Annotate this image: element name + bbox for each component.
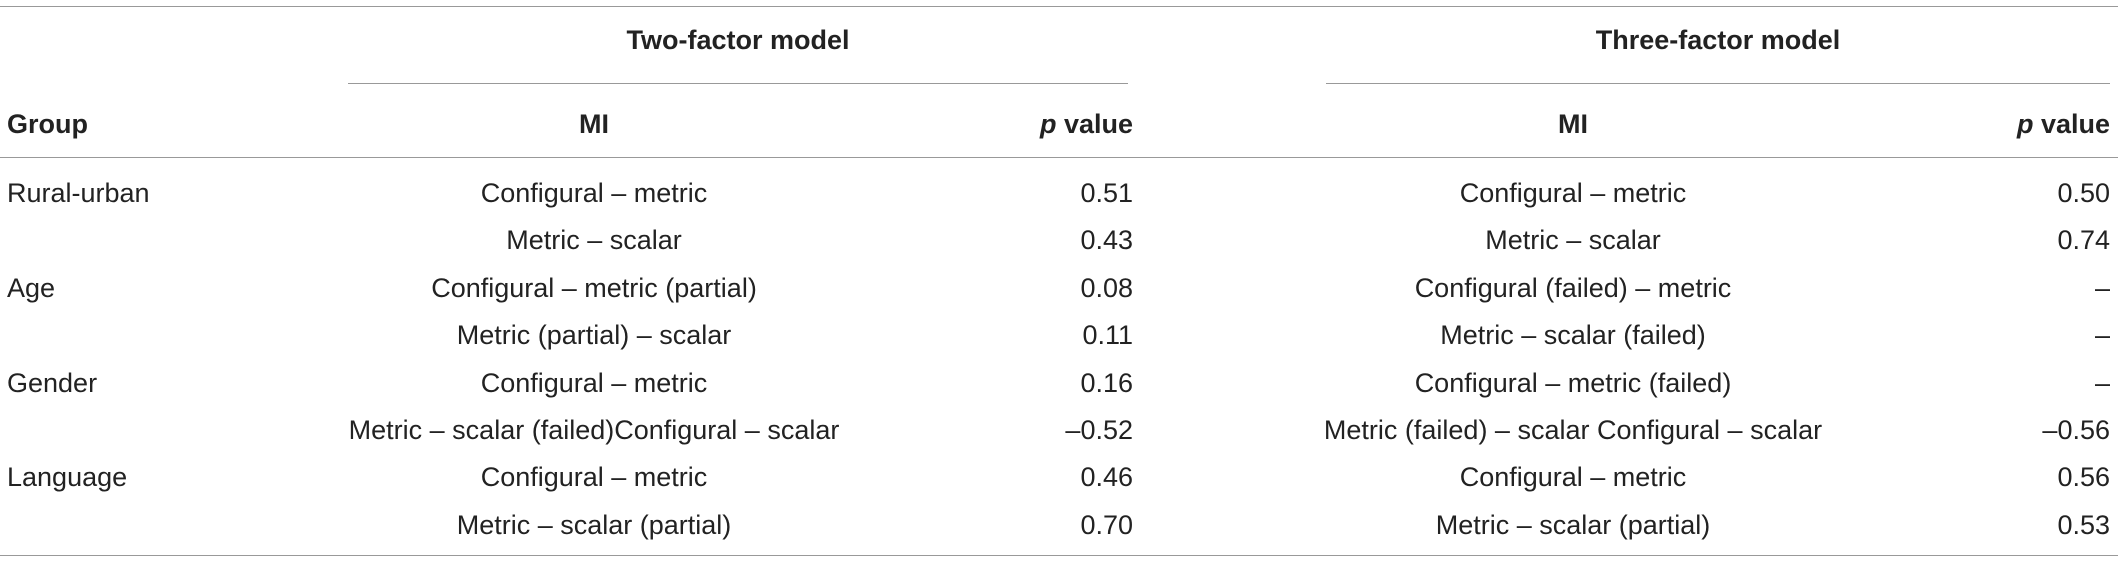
column-group-header: Two-factor model [626, 25, 850, 55]
mi-cell: Configural – metric [480, 178, 708, 208]
mi-cell: Configural (failed) – metric [1414, 272, 1732, 303]
bottom-rule [0, 555, 2118, 556]
column-header-text: p value [2016, 109, 2110, 139]
mi-cell: Configural – metric (failed) [1414, 367, 1732, 398]
mi-cell: Metric – scalar (failed) [1440, 320, 1706, 351]
p-value-cell: 0.56 [2057, 462, 2110, 493]
mi-cell: Metric (partial) – scalar [456, 320, 732, 351]
column-header: MI [579, 109, 609, 139]
mi-cell: Metric (failed) – scalar Configural – sc… [1323, 415, 1823, 445]
p-value-cell: 0.46 [1080, 462, 1133, 493]
mi-cell: Metric – scalar [506, 225, 682, 256]
group-cell: Language [7, 462, 128, 493]
p-value-cell: – [2094, 272, 2110, 303]
mi-cell: Configural – metric [480, 462, 708, 493]
column-header: Group [7, 109, 88, 139]
p-value-cell: 0.53 [2057, 509, 2110, 540]
mi-cell: Configural – metric [480, 367, 708, 398]
column-header: p value [2017, 108, 2110, 140]
group-cell: Age [7, 272, 56, 303]
p-value-cell: 0.74 [2057, 225, 2110, 256]
p-value-cell: –0.56 [2042, 415, 2110, 445]
column-header-text: p value [1039, 109, 1133, 139]
mi-cell: Metric – scalar [1485, 225, 1661, 256]
mi-cell: Configural – metric (partial) [431, 272, 757, 303]
p-value-cell: 0.70 [1080, 509, 1133, 540]
group-rule [1326, 83, 2110, 84]
p-value-cell: 0.11 [1082, 320, 1133, 351]
p-value-cell: 0.16 [1080, 367, 1133, 398]
group-cell: Rural-urban [7, 178, 150, 208]
mi-cell: Configural – metric [1459, 178, 1687, 208]
mi-cell: Metric – scalar (partial) [1435, 509, 1711, 540]
p-value-cell: – [2094, 320, 2110, 351]
p-value-cell: –0.52 [1065, 415, 1133, 445]
group-rule [348, 83, 1128, 84]
top-rule [0, 6, 2118, 7]
header-rule [0, 157, 2118, 158]
column-header: MI [1558, 109, 1588, 139]
p-value-cell: 0.43 [1080, 225, 1133, 256]
mi-cell: Configural – metric [1459, 462, 1687, 493]
p-value-cell: 0.51 [1080, 178, 1133, 208]
mi-cell: Metric – scalar (partial) [456, 509, 732, 540]
group-cell: Gender [7, 367, 98, 398]
p-value-cell: – [2094, 367, 2110, 398]
p-value-cell: 0.08 [1080, 272, 1133, 303]
p-value-cell: 0.50 [2057, 178, 2110, 208]
column-header: p value [1040, 108, 1133, 140]
column-group-header: Three-factor model [1595, 25, 1841, 55]
mi-cell: Metric – scalar (failed)Configural – sca… [348, 415, 840, 445]
